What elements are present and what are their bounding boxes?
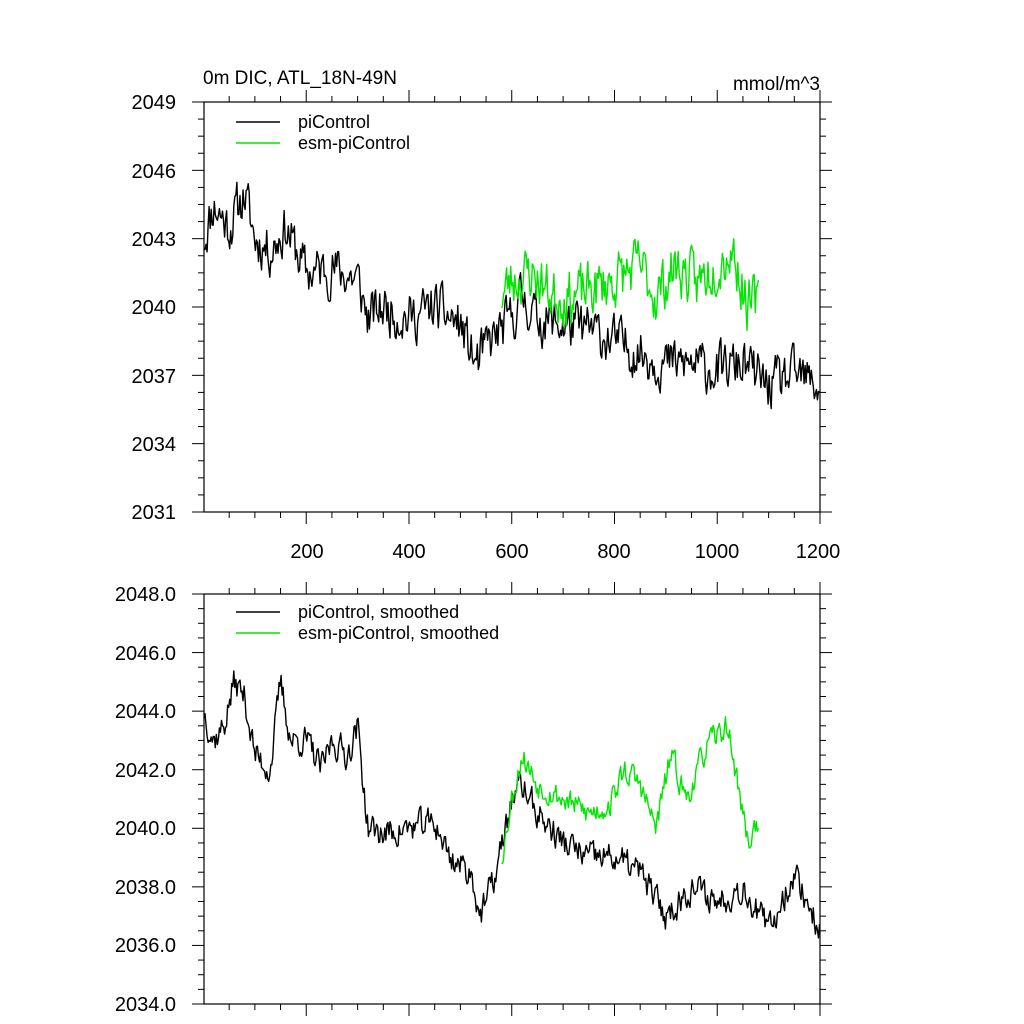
bottom-y-tick-label: 2036.0: [115, 935, 176, 957]
bottom-series-line-picontrol: [203, 670, 821, 939]
bottom-legend: piControl, smoothed esm-piControl, smoot…: [236, 602, 499, 643]
top-x-tick-label: 400: [392, 541, 425, 563]
bottom-axis-ticks: [192, 582, 832, 1016]
top-x-tick-label: 800: [597, 541, 630, 563]
top-x-tick-label: 1000: [695, 541, 740, 563]
top-y-tick-label: 2037: [132, 366, 177, 388]
bottom-y-tick-label: 2044.0: [115, 701, 176, 723]
top-axis-ticks: [192, 90, 832, 524]
top-legend-label: esm-piControl: [298, 133, 410, 153]
top-y-tick-label: 2040: [132, 297, 177, 319]
top-panel: 0m DIC, ATL_18N-49N mmol/m^3 2049 2046 2…: [132, 68, 841, 563]
top-series-line-picontrol: [203, 181, 821, 410]
top-x-tick-label: 200: [290, 541, 323, 563]
top-x-tick-label: 600: [495, 541, 528, 563]
top-y-tick-label: 2043: [132, 229, 177, 251]
bottom-series-line-esm-picontrol: [501, 716, 759, 865]
top-panel-title: 0m DIC, ATL_18N-49N: [203, 68, 397, 89]
bottom-y-tick-label: 2042.0: [115, 760, 176, 782]
bottom-y-tick-label: 2048.0: [115, 584, 176, 606]
top-y-tick-label: 2031: [132, 502, 177, 524]
bottom-plot-frame: [203, 593, 821, 1005]
bottom-legend-label: esm-piControl, smoothed: [298, 623, 499, 643]
top-legend-label: piControl: [298, 112, 370, 132]
top-x-tick-label: 1200: [796, 541, 841, 563]
top-y-tick-label: 2034: [132, 434, 177, 456]
top-series-group: [203, 181, 821, 410]
bottom-y-tick-label: 2046.0: [115, 643, 176, 665]
top-panel-units: mmol/m^3: [733, 74, 820, 95]
top-legend: piControl esm-piControl: [236, 112, 410, 153]
bottom-y-tick-label: 2040.0: [115, 818, 176, 840]
bottom-y-tick-label: 2038.0: [115, 877, 176, 899]
bottom-y-tick-label: 2034.0: [115, 994, 176, 1016]
bottom-legend-label: piControl, smoothed: [298, 602, 459, 622]
top-y-tick-label: 2049: [132, 92, 177, 114]
top-plot-frame: [203, 101, 821, 513]
bottom-series-group: [203, 670, 821, 939]
top-series-line-esm-picontrol: [500, 237, 759, 332]
bottom-panel: 2048.0 2046.0 2044.0 2042.0 2040.0 2038.…: [115, 582, 832, 1016]
top-y-tick-label: 2046: [132, 161, 177, 183]
